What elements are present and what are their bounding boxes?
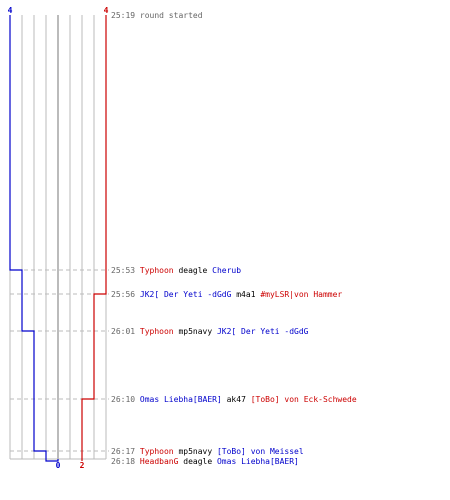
kill-event: 25:56 JK2[ Der Yeti -dGdG m4a1 #myLSR|vo… (111, 290, 342, 299)
x-tick-label: 2 (80, 461, 85, 470)
event-victim: #myLSR|von Hammer (256, 290, 343, 299)
event-victim: [ToBo] von Eck-Schwede (246, 395, 357, 404)
event-weapon: ak47 (222, 395, 246, 404)
kill-event: 26:10 Omas Liebha[BAER] ak47 [ToBo] von … (111, 395, 357, 404)
blue-start-count: 4 (8, 6, 13, 15)
event-time: 26:18 (111, 457, 135, 466)
kill-event: 25:53 Typhoon deagle Cherub (111, 266, 241, 275)
series-layer (9, 15, 107, 462)
red-team-series-line (81, 15, 107, 461)
event-time: 26:01 (111, 327, 135, 336)
event-killer: Omas Liebha[BAER] (135, 395, 222, 404)
event-killer: Typhoon (135, 447, 174, 456)
event-weapon: deagle (174, 266, 208, 275)
event-victim: Omas Liebha[BAER] (212, 457, 299, 466)
kill-event: 26:01 Typhoon mp5navy JK2[ Der Yeti -dGd… (111, 327, 309, 336)
event-time: 25:53 (111, 266, 135, 275)
kill-event: 26:18 HeadbanG deagle Omas Liebha[BAER] (111, 457, 299, 466)
event-killer: Typhoon (135, 266, 174, 275)
event-killer: Typhoon (135, 327, 174, 336)
kill-event: 26:17 Typhoon mp5navy [ToBo] von Meissel (111, 447, 304, 456)
event-time: 26:17 (111, 447, 135, 456)
event-text: round started (135, 11, 203, 20)
blue-team-series-line (9, 15, 59, 462)
event-weapon: mp5navy (174, 447, 213, 456)
event-time: 25:56 (111, 290, 135, 299)
event-weapon: deagle (178, 457, 212, 466)
event-time: 26:10 (111, 395, 135, 404)
grid-layer (9, 15, 107, 460)
event-time: 25:19 (111, 11, 135, 20)
red-start-count: 4 (104, 6, 109, 15)
x-tick-label: 0 (56, 461, 61, 470)
event-killer: HeadbanG (135, 457, 179, 466)
event-weapon: mp5navy (174, 327, 213, 336)
label-layer: 4 4 0 2 (8, 6, 109, 470)
start-event: 25:19 round started (111, 11, 203, 20)
event-killer: JK2[ Der Yeti -dGdG (135, 290, 232, 299)
event-log: 25:19 round started 25:53 Typhoon deagle … (111, 11, 357, 466)
event-victim: Cherub (207, 266, 241, 275)
event-victim: JK2[ Der Yeti -dGdG (212, 327, 309, 336)
event-victim: [ToBo] von Meissel (212, 447, 304, 456)
event-weapon: m4a1 (231, 290, 255, 299)
